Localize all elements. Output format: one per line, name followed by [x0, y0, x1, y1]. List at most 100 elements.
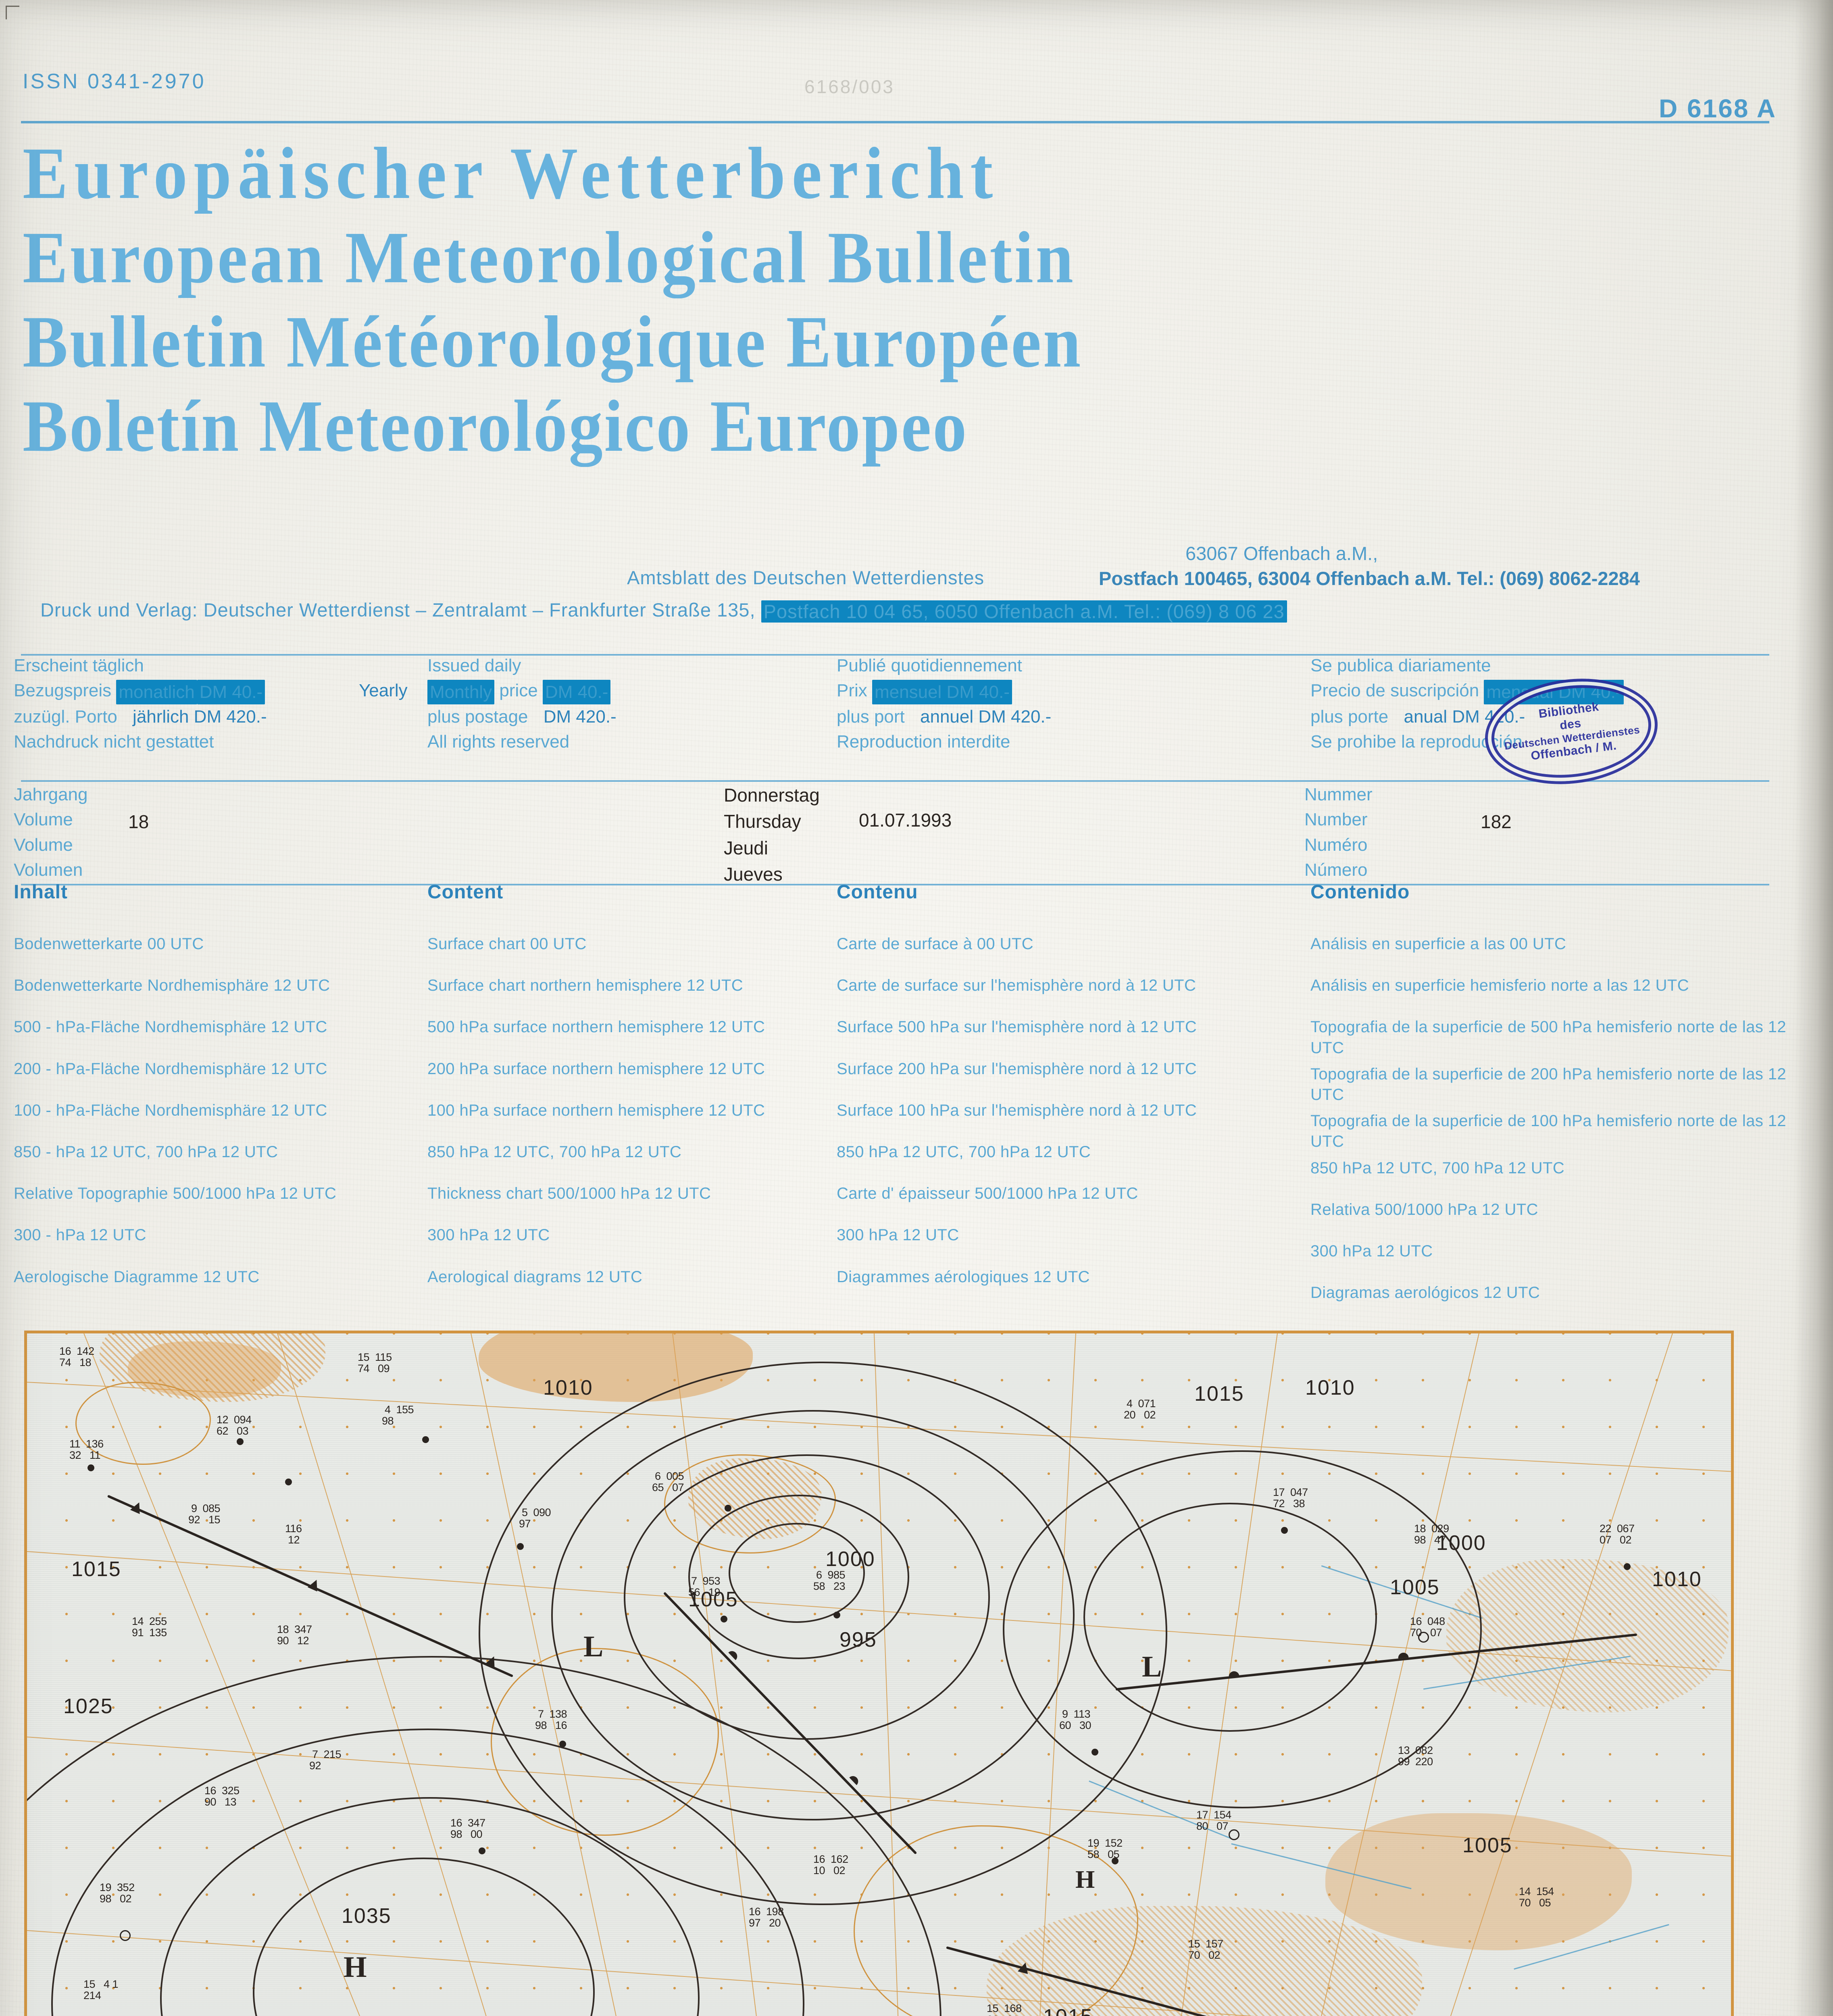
contents-item: 100 hPa surface northern hemisphere 12 U… — [427, 1101, 765, 1119]
publisher-postbox: Postfach 100465, 63004 Offenbach a.M. Te… — [1099, 568, 1640, 589]
sub-de-frequency: Erscheint täglich — [14, 656, 144, 675]
contents-column-de: Inhalt Bodenwetterkarte 00 UTC Bodenwett… — [14, 881, 409, 1308]
number-label-en: Number — [1304, 810, 1368, 830]
sub-de-postage: zuzügl. Porto — [14, 707, 117, 727]
station-plot: 11 136 32 11 — [69, 1438, 104, 1462]
isobar-label: 1005 — [1462, 1834, 1512, 1857]
isobar-label: 1010 — [1305, 1376, 1355, 1400]
ghost-stamp: 6168/003 — [804, 76, 895, 97]
station-plot: 19 352 98 02 — [100, 1881, 135, 1905]
station-plot: 15 157 70 02 — [1188, 1938, 1223, 1962]
contents-item: 300 hPa 12 UTC — [837, 1226, 959, 1244]
low-pressure-center: L — [1142, 1650, 1162, 1683]
print-publisher-text: Druck und Verlag: Deutscher Wetterdienst… — [40, 599, 756, 621]
contents-item: 200 - hPa-Fläche Nordhemisphäre 12 UTC — [14, 1060, 327, 1078]
contents-item: Relativa 500/1000 hPa 12 UTC — [1310, 1200, 1538, 1218]
sub-fr-frequency: Publié quotidiennement — [837, 656, 1022, 675]
map-frame: 1010 1015 1025 1005 1000 995 1015 1010 1… — [24, 1331, 1734, 2016]
sub-es-price-label: Precio de suscripción — [1310, 680, 1479, 700]
sub-de-reprint: Nachdruck nicht gestattet — [14, 731, 214, 752]
weekday-de: Donnerstag — [724, 785, 820, 806]
sub-es-postage-row: plus porte anual DM 420.- — [1310, 704, 1624, 729]
station-plot: 116 12 — [285, 1522, 302, 1546]
sub-fr-postage: plus port — [837, 707, 905, 727]
station-plot: 16 347 98 00 — [450, 1817, 485, 1841]
station-plot: 14 255 91 135 — [132, 1615, 167, 1639]
volume-label-de: Jahrgang — [14, 785, 88, 804]
number-label-es: Número — [1304, 860, 1368, 880]
subscription-rule — [21, 654, 1769, 656]
contents-item: 850 hPa 12 UTC, 700 hPa 12 UTC — [837, 1143, 1091, 1161]
station-plot: 18 029 98 47 — [1414, 1522, 1449, 1546]
sub-en-reprint: All rights reserved — [427, 731, 570, 752]
station-plot: 4 155 98 — [382, 1404, 414, 1427]
contents-item: Bodenwetterkarte 00 UTC — [14, 935, 204, 953]
contents-item: 100 - hPa-Fläche Nordhemisphäre 12 UTC — [14, 1101, 327, 1119]
high-pressure-center: H — [1075, 1866, 1095, 1893]
title-es: Boletín Meteorológico Europeo — [23, 385, 968, 467]
sub-es-frequency: Se publica diariamente — [1310, 656, 1491, 675]
station-plot: 16 142 74 18 — [59, 1345, 94, 1369]
contents-item: 850 hPa 12 UTC, 700 hPa 12 UTC — [1310, 1159, 1565, 1177]
station-plot: 9 113 60 30 — [1059, 1708, 1091, 1732]
sub-es-postage: plus porte — [1310, 707, 1389, 727]
document-id: D 6168 A — [1659, 94, 1777, 123]
issue-rule — [21, 780, 1769, 782]
contents-item: Bodenwetterkarte Nordhemisphäre 12 UTC — [14, 977, 330, 995]
station-plot: 16 198 97 20 — [749, 1906, 784, 1929]
surface-chart[interactable]: 1010 1015 1025 1005 1000 995 1015 1010 1… — [24, 1331, 1734, 2016]
contents-column-es: Contenido Análisis en superficie a las 0… — [1310, 881, 1806, 1324]
sub-fr-reprint: Reproduction interdite — [837, 731, 1010, 752]
crop-mark-horizontal — [6, 6, 19, 7]
contents-heading-en: Content — [427, 881, 504, 903]
sub-de-price-redacted-1: monatlich — [116, 679, 197, 705]
station-plot: 6 005 65 07 — [652, 1470, 684, 1494]
number-label-fr: Numéro — [1304, 835, 1368, 855]
sub-en-yearly: DM 420.- — [543, 707, 617, 727]
contents-item: 300 - hPa 12 UTC — [14, 1226, 146, 1244]
contents-item: Surface 500 hPa sur l'hemisphère nord à … — [837, 1018, 1197, 1036]
station-plot: 6 985 58 23 — [813, 1569, 846, 1593]
volume-label-fr: Volume — [14, 835, 73, 855]
contents-item: Relative Topographie 500/1000 hPa 12 UTC — [14, 1185, 337, 1203]
station-plot: 14 154 70 05 — [1519, 1885, 1554, 1909]
isobar-label: 995 — [839, 1628, 877, 1652]
sub-es-price-row: Precio de suscripción mensual DM 40.- — [1310, 678, 1624, 705]
crop-mark-vertical — [6, 6, 7, 19]
sub-es-reprint: Se prohibe la reproducción — [1310, 731, 1523, 752]
sub-en-yearly-word: Yearly — [359, 681, 408, 700]
title-en: European Meteorological Bulletin — [23, 217, 1076, 298]
sub-es-price-redacted-1: mensual DM 40.- — [1484, 679, 1624, 705]
number-label-de: Nummer — [1304, 785, 1373, 804]
contents-item: 200 hPa surface northern hemisphere 12 U… — [427, 1060, 765, 1078]
contents-item: Surface chart northern hemisphere 12 UTC — [427, 977, 744, 995]
station-plot: 7 215 92 — [309, 1748, 342, 1772]
sub-de-price-redacted-2: DM 40.- — [197, 679, 265, 705]
sub-fr-price-label: Prix — [837, 680, 867, 700]
station-plot: 7 138 98 16 — [535, 1708, 567, 1732]
contents-item: Topografia de la superficie de 500 hPa h… — [1310, 1018, 1787, 1057]
landmass-russia — [1446, 1559, 1729, 1712]
station-plot: 5 090 97 — [519, 1506, 551, 1530]
isobar-label: 1010 — [543, 1376, 593, 1400]
contents-item: Análisis en superficie a las 00 UTC — [1310, 935, 1566, 953]
station-plot: 12 094 62 03 — [217, 1414, 252, 1437]
station-plot: 17 154 80 07 — [1196, 1809, 1231, 1833]
print-publisher-redacted: Postfach 10 04 65, 6050 Offenbach a.M. T… — [761, 600, 1287, 623]
station-plot: 15 115 74 09 — [358, 1351, 392, 1375]
station-plot: 13 082 99 220 — [1398, 1744, 1433, 1768]
station-plot: 22 067 07 02 — [1600, 1522, 1635, 1546]
subscription-es: Se publica diariamente Precio de suscrip… — [1310, 653, 1624, 754]
sub-fr-yearly: annuel DM 420.- — [920, 707, 1052, 727]
subscription-en: Issued daily Monthly price DM 40.- plus … — [427, 653, 617, 754]
station-plot: 19 152 58 05 — [1087, 1837, 1123, 1861]
contents-item: 500 - hPa-Fläche Nordhemisphäre 12 UTC — [14, 1018, 327, 1036]
station-plot: 4 071 20 02 — [1124, 1397, 1156, 1421]
station-plot: 15 4 1 214 — [83, 1978, 119, 2002]
contents-item: Surface chart 00 UTC — [427, 935, 587, 953]
weekday-es: Jueves — [724, 863, 783, 885]
contents-item: Topografia de la superficie de 100 hPa h… — [1310, 1112, 1787, 1151]
contents-item: Surface 200 hPa sur l'hemisphère nord à … — [837, 1060, 1197, 1078]
contents-item: Carte d' épaisseur 500/1000 hPa 12 UTC — [837, 1185, 1138, 1203]
